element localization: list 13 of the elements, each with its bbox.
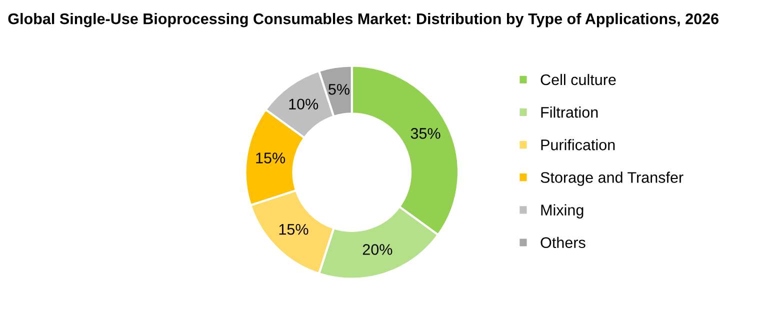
data-label: 10% xyxy=(289,98,318,110)
legend-label: Purification xyxy=(541,139,615,150)
data-label: 35% xyxy=(410,128,440,139)
data-label: 15% xyxy=(279,224,308,235)
legend-label: Mixing xyxy=(541,204,584,218)
legend-label: Others xyxy=(540,236,586,248)
legend-label: Storage and Transfer xyxy=(540,172,684,186)
data-label: 5% xyxy=(328,84,350,95)
legend-label: Cell culture xyxy=(540,74,616,86)
legend-label: Filtration xyxy=(541,106,598,118)
data-label: 15% xyxy=(256,152,286,164)
chart-title: Global Single-Use Bioprocessing Consumables Market: Distribution by Type of Applications, 2026 xyxy=(8,13,718,28)
data-label: 20% xyxy=(362,244,392,255)
